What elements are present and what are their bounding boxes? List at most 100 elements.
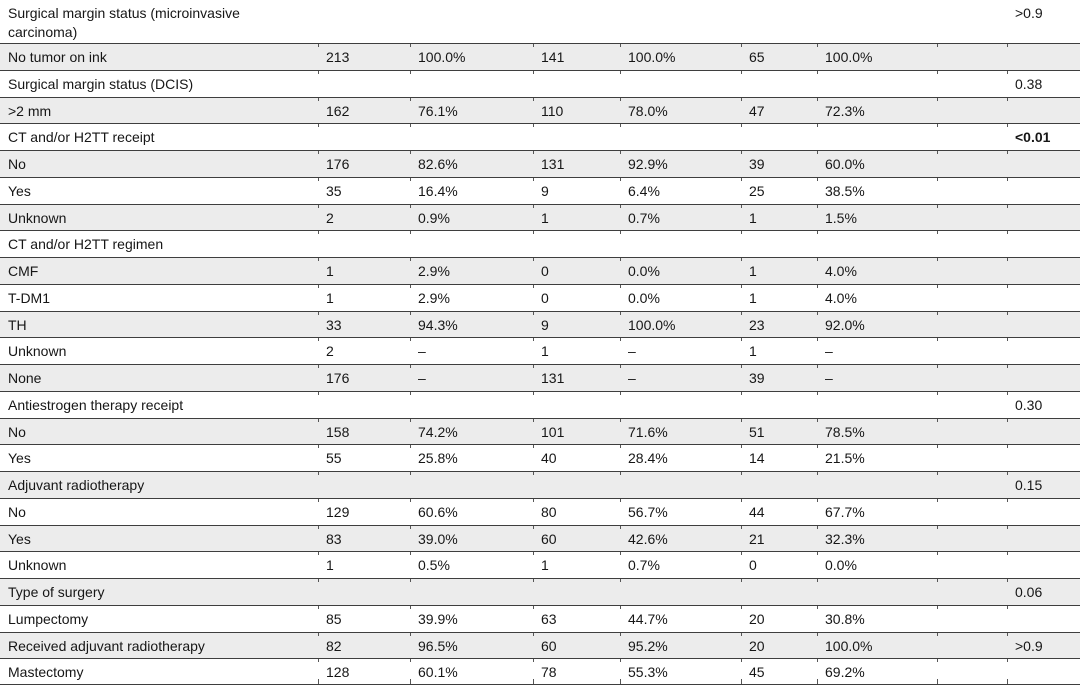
percent-cell: 30.8% bbox=[817, 604, 937, 632]
count-cell: 0 bbox=[741, 551, 817, 578]
count-cell: 60 bbox=[533, 631, 620, 659]
count-cell: 23 bbox=[741, 310, 817, 338]
percent-cell: 0.7% bbox=[620, 551, 741, 578]
percent-cell: 94.3% bbox=[410, 310, 533, 338]
count-cell: 78 bbox=[533, 658, 620, 686]
percent-cell bbox=[817, 123, 937, 150]
count-cell: 60 bbox=[533, 524, 620, 552]
p-value-cell bbox=[1007, 604, 1080, 632]
level-label-cell: Yes bbox=[0, 444, 318, 471]
spacer-cell bbox=[937, 471, 1007, 498]
count-cell: 1 bbox=[533, 203, 620, 231]
count-cell: 83 bbox=[318, 524, 410, 552]
percent-cell bbox=[620, 578, 741, 605]
variable-label-cell: Antiestrogen therapy receipt bbox=[0, 390, 318, 418]
percent-cell: 28.4% bbox=[620, 444, 741, 471]
count-cell bbox=[318, 69, 410, 97]
variable-label-cell: Type of surgery bbox=[0, 578, 318, 605]
percent-cell: – bbox=[410, 337, 533, 364]
percent-cell bbox=[410, 69, 533, 97]
percent-cell: 0.7% bbox=[620, 203, 741, 231]
p-value-cell: 0.15 bbox=[1007, 471, 1080, 498]
table-row-level: Lumpectomy 85 39.9% 63 44.7% 20 30.8% bbox=[0, 604, 1080, 632]
count-cell bbox=[533, 390, 620, 418]
percent-cell bbox=[817, 69, 937, 97]
percent-cell: 100.0% bbox=[620, 43, 741, 70]
count-cell: 162 bbox=[318, 96, 410, 124]
percent-cell bbox=[410, 578, 533, 605]
variable-label-cell: Surgical margin status (microinvasive ca… bbox=[8, 5, 240, 40]
percent-cell bbox=[620, 0, 741, 43]
percent-cell: 6.4% bbox=[620, 176, 741, 204]
percent-cell bbox=[817, 390, 937, 418]
table-row-variable: Antiestrogen therapy receipt 0.30 bbox=[0, 390, 1080, 418]
p-value-cell bbox=[1007, 497, 1080, 525]
percent-cell: 2.9% bbox=[410, 257, 533, 284]
count-cell: 63 bbox=[533, 604, 620, 632]
percent-cell: – bbox=[620, 364, 741, 391]
table-row-level: Unknown 1 0.5% 1 0.7% 0 0.0% bbox=[0, 551, 1080, 578]
level-label-cell: Unknown bbox=[0, 337, 318, 364]
spacer-cell bbox=[937, 283, 1007, 311]
p-value-cell bbox=[1007, 337, 1080, 364]
count-cell: 1 bbox=[741, 283, 817, 311]
percent-cell: 38.5% bbox=[817, 176, 937, 204]
count-cell bbox=[318, 390, 410, 418]
count-cell: 47 bbox=[741, 96, 817, 124]
percent-cell bbox=[620, 471, 741, 498]
count-cell: 85 bbox=[318, 604, 410, 632]
spacer-cell bbox=[937, 0, 1007, 43]
percent-cell bbox=[410, 123, 533, 150]
count-cell: 40 bbox=[533, 444, 620, 471]
percent-cell bbox=[817, 0, 937, 43]
count-cell: 2 bbox=[318, 337, 410, 364]
percent-cell: 100.0% bbox=[410, 43, 533, 70]
count-cell: 33 bbox=[318, 310, 410, 338]
count-cell bbox=[741, 471, 817, 498]
spacer-cell bbox=[937, 524, 1007, 552]
count-cell: 35 bbox=[318, 176, 410, 204]
count-cell: 45 bbox=[741, 658, 817, 686]
percent-cell: 72.3% bbox=[817, 96, 937, 124]
table-row-level: No 176 82.6% 131 92.9% 39 60.0% bbox=[0, 150, 1080, 177]
percent-cell bbox=[410, 390, 533, 418]
percent-cell: 0.0% bbox=[817, 551, 937, 578]
percent-cell: 92.9% bbox=[620, 150, 741, 177]
percent-cell: 1.5% bbox=[817, 203, 937, 231]
count-cell: 20 bbox=[741, 631, 817, 659]
count-cell: 0 bbox=[533, 283, 620, 311]
count-cell: 20 bbox=[741, 604, 817, 632]
percent-cell: 0.5% bbox=[410, 551, 533, 578]
p-value-cell bbox=[1007, 283, 1080, 311]
spacer-cell bbox=[937, 257, 1007, 284]
level-label-cell: Unknown bbox=[0, 551, 318, 578]
percent-cell bbox=[410, 230, 533, 257]
variable-label-cell: Surgical margin status (DCIS) bbox=[0, 69, 318, 97]
table-row-variable: CT and/or H2TT receipt <0.01 bbox=[0, 123, 1080, 150]
level-label-cell: CMF bbox=[0, 257, 318, 284]
count-cell: 51 bbox=[741, 417, 817, 445]
spacer-cell bbox=[937, 203, 1007, 231]
count-cell: 55 bbox=[318, 444, 410, 471]
table-row-variable: Adjuvant radiotherapy 0.15 bbox=[0, 471, 1080, 498]
percent-cell: 100.0% bbox=[817, 43, 937, 70]
table-row-level: Received adjuvant radiotherapy 82 96.5% 60 9… bbox=[0, 631, 1080, 659]
count-cell: 176 bbox=[318, 364, 410, 391]
p-value-cell: 0.38 bbox=[1007, 69, 1080, 97]
table-row-level: >2 mm 162 76.1% 110 78.0% 47 72.3% bbox=[0, 96, 1080, 124]
percent-cell: 42.6% bbox=[620, 524, 741, 552]
spacer-cell bbox=[937, 310, 1007, 338]
level-label-cell: Yes bbox=[0, 176, 318, 204]
percent-cell: – bbox=[620, 337, 741, 364]
count-cell: 141 bbox=[533, 43, 620, 70]
count-cell bbox=[741, 578, 817, 605]
p-value-cell: 0.30 bbox=[1007, 390, 1080, 418]
percent-cell: – bbox=[817, 337, 937, 364]
count-cell: 213 bbox=[318, 43, 410, 70]
level-label-cell: TH bbox=[0, 310, 318, 338]
level-label-cell: No bbox=[0, 150, 318, 177]
p-value-cell: >0.9 bbox=[1007, 631, 1080, 659]
p-value-cell bbox=[1007, 230, 1080, 257]
table-row-level: Unknown 2–1–1– bbox=[0, 337, 1080, 364]
